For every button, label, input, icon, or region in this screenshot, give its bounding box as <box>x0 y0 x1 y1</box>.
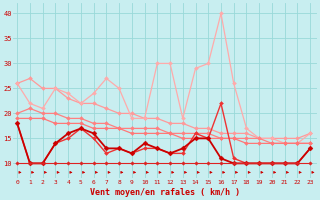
X-axis label: Vent moyen/en rafales ( km/h ): Vent moyen/en rafales ( km/h ) <box>90 188 240 197</box>
